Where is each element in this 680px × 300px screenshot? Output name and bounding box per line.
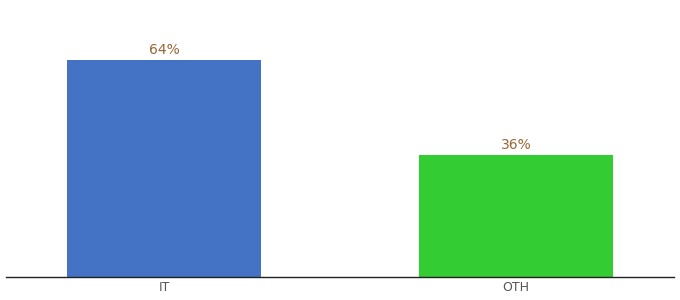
Text: 36%: 36% <box>500 138 531 152</box>
Text: 64%: 64% <box>149 43 180 57</box>
Bar <box>67 60 261 277</box>
Bar <box>419 154 613 277</box>
